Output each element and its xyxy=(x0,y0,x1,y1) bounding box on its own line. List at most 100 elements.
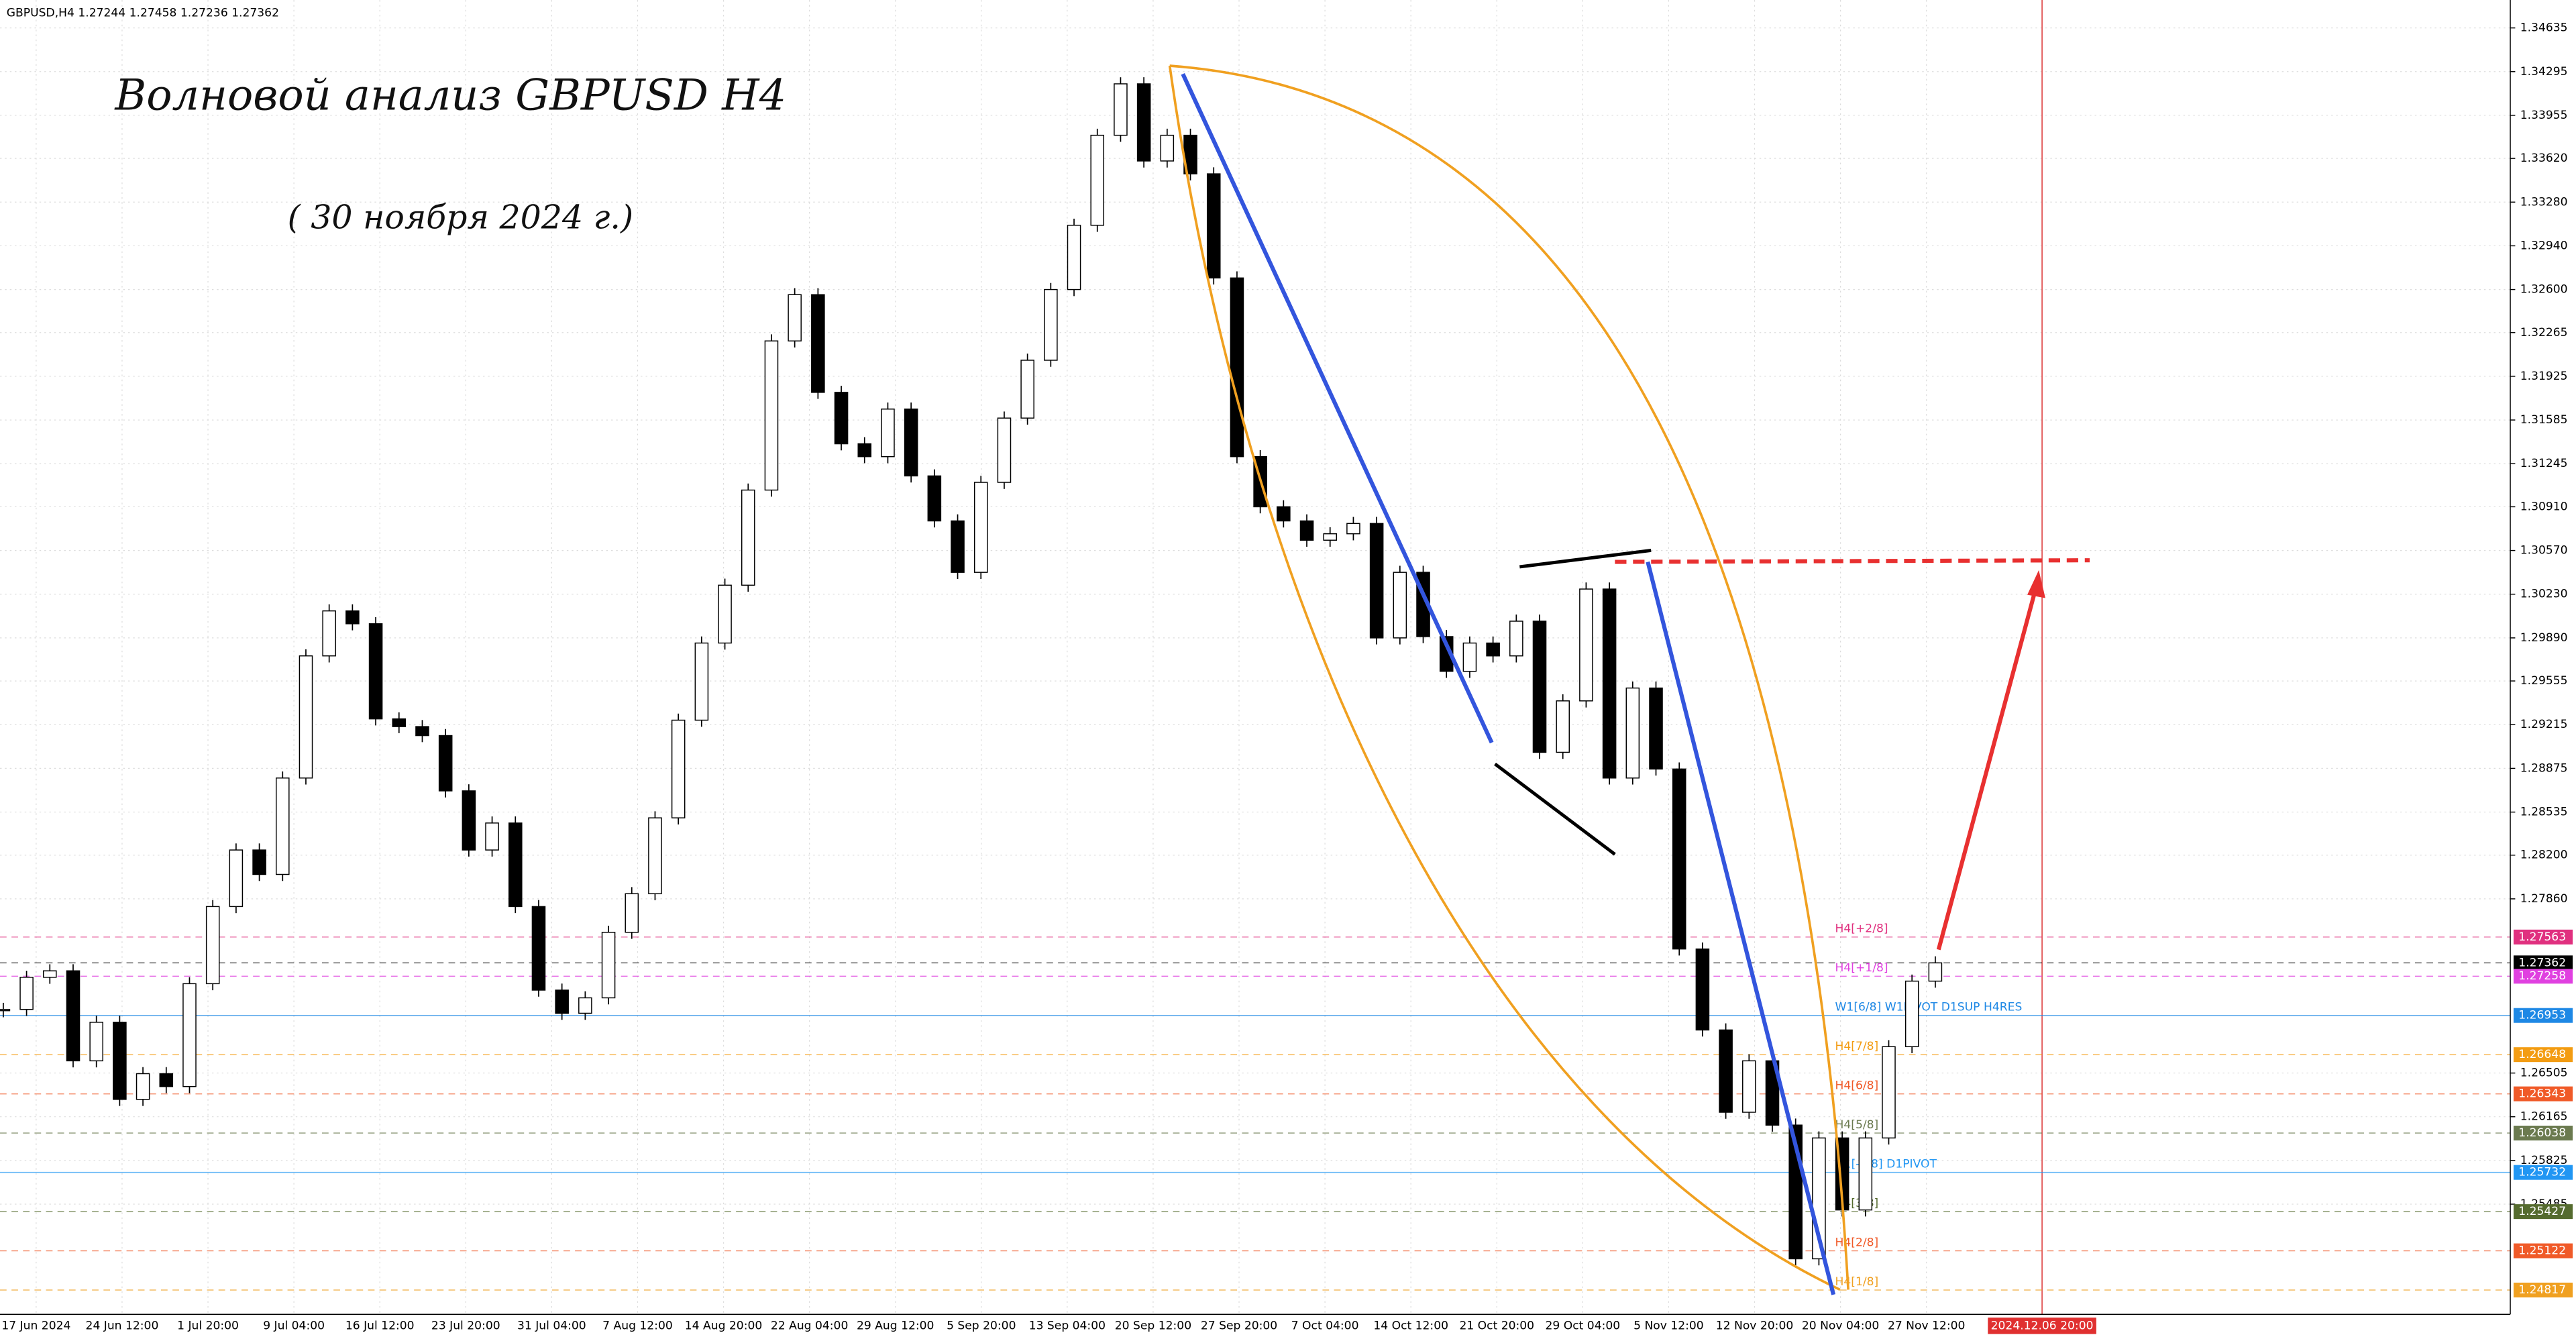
price-tag xyxy=(2513,1086,2573,1102)
y-tick-label: 1.28535 xyxy=(2520,806,2568,819)
price-tag-label: 1.26038 xyxy=(2518,1126,2566,1140)
level-label: H4[7/8] xyxy=(1835,1040,1879,1053)
price-tag xyxy=(2513,1204,2573,1220)
future-label: 2024.12.06 20:00 xyxy=(1991,1319,2094,1332)
candle xyxy=(1044,288,1058,361)
candle xyxy=(276,778,290,875)
candle xyxy=(601,931,616,999)
arrow-head xyxy=(2027,570,2045,598)
x-tick-label: 27 Sep 20:00 xyxy=(1201,1319,1277,1332)
candle xyxy=(1486,642,1500,657)
x-tick-label: 20 Nov 04:00 xyxy=(1802,1319,1879,1332)
price-tag xyxy=(2513,1282,2573,1298)
x-tick-label: 7 Oct 04:00 xyxy=(1291,1319,1359,1332)
candle xyxy=(857,443,872,458)
candle xyxy=(1904,980,1919,1047)
candle xyxy=(1695,948,1710,1031)
price-tag-label: 1.25122 xyxy=(2518,1244,2566,1258)
candle xyxy=(415,726,429,737)
y-tick-label: 1.30230 xyxy=(2520,588,2568,601)
y-tick-label: 1.27860 xyxy=(2520,892,2568,906)
trend-line xyxy=(1494,762,1616,856)
y-tick-label: 1.31585 xyxy=(2520,413,2568,427)
chart-title: Волновой анализ GBPUSD H4 xyxy=(114,70,786,120)
x-tick-label: 5 Sep 20:00 xyxy=(947,1319,1016,1332)
candle xyxy=(252,849,266,875)
candle xyxy=(485,822,499,851)
chart-subtitle: ( 30 ноября 2024 г.) xyxy=(288,199,634,237)
candle xyxy=(43,970,57,978)
candle xyxy=(741,489,755,586)
candle xyxy=(1020,360,1034,419)
candle xyxy=(392,718,407,727)
candle xyxy=(205,906,220,985)
candle xyxy=(1206,173,1221,279)
candle xyxy=(764,340,779,491)
candle xyxy=(1369,523,1384,639)
y-tick-label: 1.32265 xyxy=(2520,326,2568,339)
y-tick-label: 1.30910 xyxy=(2520,500,2568,513)
level-label: W1[6/8] W1PIVOT D1SUP H4RES xyxy=(1835,1000,2023,1014)
candle xyxy=(904,409,918,477)
y-tick-label: 1.32940 xyxy=(2520,239,2568,252)
candle xyxy=(1672,768,1686,950)
price-tag-label: 1.25427 xyxy=(2518,1205,2566,1218)
price-tag-label: 1.25732 xyxy=(2518,1166,2566,1179)
level-label: D1[-1/8] D1PIVOT xyxy=(1835,1157,1937,1171)
candle xyxy=(834,392,849,445)
candle xyxy=(66,970,80,1062)
arc xyxy=(1168,65,1841,1291)
candle xyxy=(718,584,732,644)
candle xyxy=(1114,83,1128,136)
level-label: H4[+1/8] xyxy=(1835,961,1888,975)
y-tick-label: 1.25825 xyxy=(2520,1154,2568,1167)
candle xyxy=(113,1022,127,1100)
y-tick-label: 1.34295 xyxy=(2520,65,2568,78)
candle xyxy=(159,1073,174,1087)
wave-line xyxy=(1646,561,1836,1295)
candle xyxy=(1649,687,1663,770)
price-tag-label: 1.27258 xyxy=(2518,969,2566,983)
candle xyxy=(1742,1060,1756,1113)
y-tick-label: 1.29890 xyxy=(2520,631,2568,645)
candle xyxy=(1882,1046,1896,1139)
price-tag xyxy=(2513,1165,2573,1180)
price-tag-label: 1.27362 xyxy=(2518,956,2566,969)
x-tick-label: 16 Jul 12:00 xyxy=(345,1319,415,1332)
level-label: H4[5/8] xyxy=(1835,1118,1879,1132)
candle xyxy=(1160,134,1175,162)
target-line xyxy=(1615,558,2090,564)
candle xyxy=(1602,588,1617,779)
candle xyxy=(136,1073,150,1100)
grid xyxy=(0,0,2511,1315)
price-tag xyxy=(2513,955,2573,971)
candle xyxy=(438,735,453,792)
x-tick-label: 24 Jun 12:00 xyxy=(86,1319,159,1332)
drawings xyxy=(1168,64,2090,1295)
arc xyxy=(1169,64,1849,1290)
candle xyxy=(1532,621,1547,753)
price-tag xyxy=(2513,1126,2573,1141)
y-tick-label: 1.30570 xyxy=(2520,544,2568,557)
candle xyxy=(1230,277,1244,458)
x-tick-label: 29 Aug 12:00 xyxy=(857,1319,934,1332)
candle xyxy=(927,475,942,522)
candle xyxy=(1090,134,1105,226)
x-tick-label: 13 Sep 04:00 xyxy=(1029,1319,1106,1332)
candle xyxy=(1346,523,1360,535)
forecast-arrow xyxy=(1936,582,2039,951)
candle xyxy=(625,893,639,933)
y-tick-label: 1.33955 xyxy=(2520,109,2568,122)
candle xyxy=(671,719,686,818)
y-tick-label: 1.34635 xyxy=(2520,21,2568,35)
candle xyxy=(555,989,569,1014)
x-tick-label: 12 Nov 20:00 xyxy=(1716,1319,1793,1332)
price-tag-label: 1.24817 xyxy=(2518,1283,2566,1297)
x-tick-label: 14 Aug 20:00 xyxy=(685,1319,762,1332)
y-tick-label: 1.29215 xyxy=(2520,718,2568,731)
x-tick-label: 1 Jul 20:00 xyxy=(177,1319,239,1332)
candle xyxy=(89,1022,103,1062)
x-tick-label: 9 Jul 04:00 xyxy=(263,1319,325,1332)
